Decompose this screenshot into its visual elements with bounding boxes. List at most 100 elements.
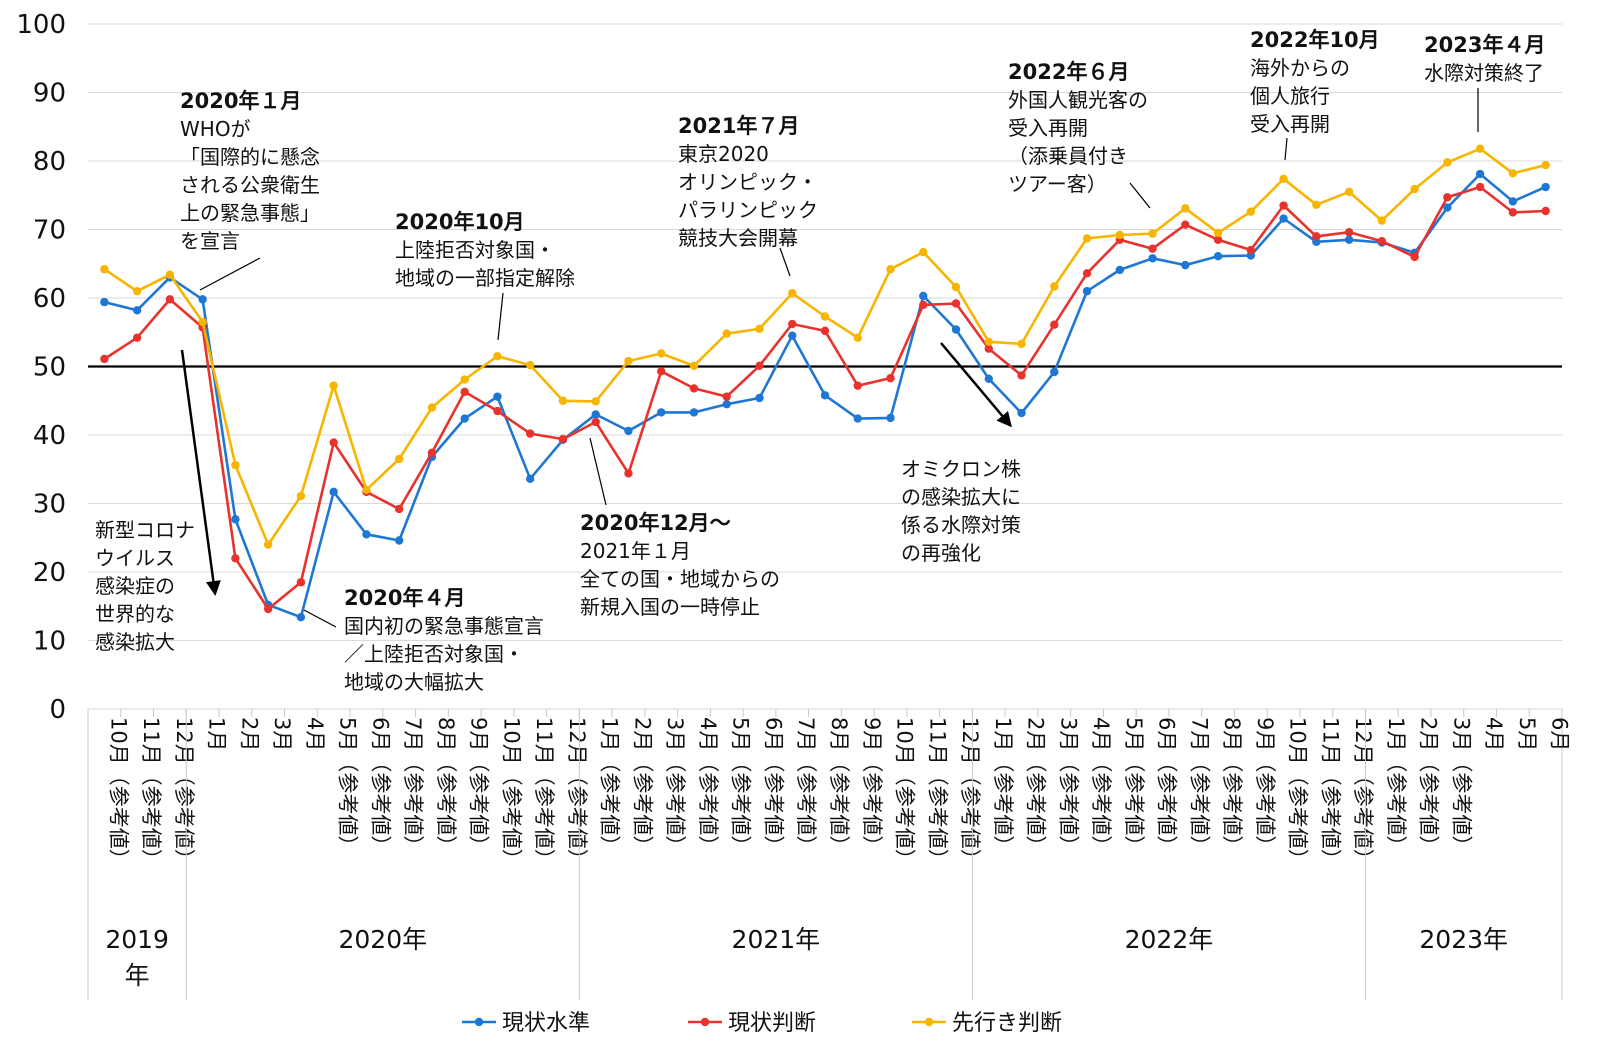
data-point	[132, 333, 142, 342]
data-point	[1443, 203, 1452, 212]
data-point	[460, 375, 469, 384]
data-point	[853, 333, 862, 342]
data-point	[657, 367, 666, 376]
data-point	[1181, 260, 1190, 270]
data-point	[1279, 201, 1288, 210]
annotation-arrow	[180, 349, 221, 596]
data-point	[231, 554, 240, 563]
x-tick-label: 1月（参考値）	[598, 717, 622, 856]
x-tick-label: 9月（参考値）	[1253, 717, 1277, 856]
data-point	[1344, 228, 1354, 237]
annotation-text: パラリンピック	[678, 198, 818, 222]
x-tick-label: 11月（参考値）	[139, 717, 163, 870]
annotation-date: 2022年10月	[1250, 28, 1380, 52]
data-point	[722, 392, 731, 401]
series-1	[100, 169, 1550, 622]
data-point	[755, 361, 764, 371]
data-point	[1508, 208, 1518, 217]
annotation-text: ／上陸拒否対象国・	[344, 642, 524, 666]
data-point	[853, 414, 862, 423]
data-point	[1279, 174, 1288, 184]
x-tick-label: 9月（参考値）	[467, 717, 491, 856]
data-point	[493, 392, 502, 401]
annotation-text: の再強化	[901, 541, 981, 565]
x-axis: 10月（参考値） 11月（参考値） 12月（参考値） 1月 2月 3月 4月 5月（参考値） 6…	[87, 709, 1572, 1000]
annotation-date: 2020年１月	[180, 89, 301, 113]
data-point	[1443, 193, 1452, 202]
annotation-date: 2022年６月	[1008, 60, 1129, 84]
data-point	[591, 417, 600, 427]
data-point	[689, 408, 699, 417]
data-point	[132, 306, 142, 315]
annotation-text: （添乗員付き	[1008, 144, 1128, 168]
annotation-leader	[199, 257, 261, 291]
x-tick-label: 10月（参考値）	[1286, 717, 1310, 870]
x-tick-label: 1月	[205, 717, 229, 751]
data-point	[788, 331, 797, 340]
data-point	[1377, 236, 1387, 246]
data-point	[624, 356, 633, 366]
y-tick-label: 10	[33, 627, 66, 657]
x-tick-label: 3月（参考値）	[1056, 717, 1080, 856]
x-tick-label: 12月（参考値）	[958, 717, 982, 870]
x-tick-label: 2月（参考値）	[1024, 717, 1048, 856]
data-point	[493, 406, 502, 416]
annotation-text: ツアー客）	[1008, 172, 1107, 196]
annotation-text: 世界的な	[95, 602, 175, 626]
data-point	[657, 349, 666, 358]
y-tick-label: 80	[33, 147, 66, 177]
data-point	[919, 291, 928, 301]
data-point	[558, 396, 568, 405]
data-point	[689, 361, 699, 371]
data-point	[1541, 206, 1550, 216]
data-point	[394, 454, 404, 464]
data-point	[296, 491, 306, 501]
annotation-leader	[779, 247, 791, 277]
x-tick-label: 3月（参考値）	[1449, 717, 1473, 856]
data-point	[1017, 339, 1026, 349]
data-point	[886, 373, 895, 383]
data-point	[1082, 234, 1092, 243]
year-label: 2022年	[1125, 925, 1214, 954]
data-point	[1508, 197, 1518, 206]
x-tick-label: 7月（参考値）	[794, 717, 818, 856]
data-point	[1475, 169, 1485, 179]
data-point	[951, 282, 961, 292]
data-point	[1017, 408, 1026, 418]
data-point	[1541, 182, 1550, 192]
data-point	[788, 289, 797, 298]
data-point	[951, 325, 961, 334]
legend: 現状水準 現状判断 先行き判断	[462, 1011, 1062, 1036]
data-point	[755, 393, 764, 403]
x-tick-label: 6月（参考値）	[762, 717, 786, 856]
data-point	[1181, 220, 1190, 229]
x-tick-label: 5月	[1515, 717, 1539, 751]
y-tick-label: 100	[16, 10, 66, 40]
series-line	[103, 147, 1546, 546]
data-point	[1377, 216, 1387, 225]
annotation-arrow	[940, 342, 1012, 428]
x-tick-label: 8月（参考値）	[827, 717, 851, 856]
data-point	[1410, 252, 1419, 262]
data-point	[526, 474, 535, 484]
data-point	[1475, 182, 1485, 192]
x-tick-label: 3月（参考値）	[663, 717, 687, 856]
data-point	[1213, 252, 1223, 261]
data-point	[919, 247, 928, 257]
y-axis-ticks: 0 10 20 30 40 50 60 70 80 90 100	[16, 10, 66, 725]
legend-label: 現状判断	[728, 1011, 816, 1036]
legend-item-3: 先行き判断	[912, 1011, 1062, 1036]
year-label: 2021年	[732, 925, 821, 954]
data-point	[984, 344, 993, 353]
x-tick-label: 6月（参考値）	[368, 717, 392, 856]
series-3	[100, 144, 1550, 549]
x-tick-label: 5月（参考値）	[336, 717, 360, 856]
annotation-text: 個人旅行	[1250, 84, 1330, 108]
x-tick-label: 12月（参考値）	[172, 717, 196, 870]
year-label: 2020年	[338, 925, 427, 954]
